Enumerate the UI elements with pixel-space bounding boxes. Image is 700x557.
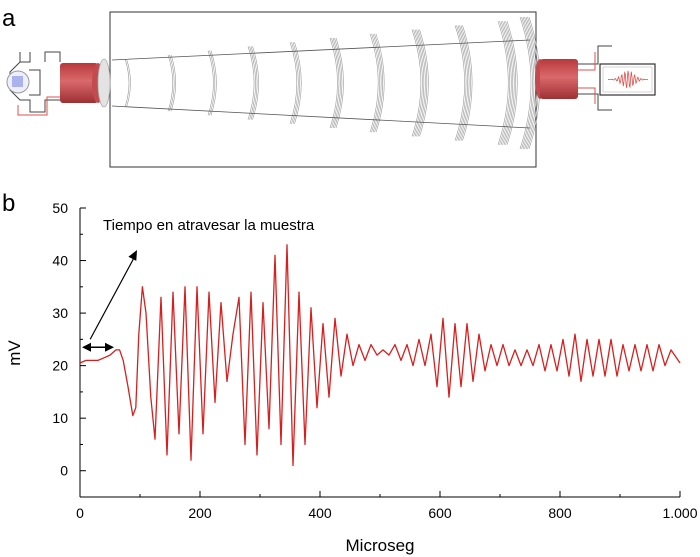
y-ticks: 0 10 20 30 40 50 [52, 200, 86, 479]
wavefront-arc [522, 16, 535, 150]
wavefront-arc [416, 29, 426, 137]
wavefront-arc [124, 58, 130, 108]
emitter-circuit [6, 51, 62, 116]
emitter-transducer [60, 58, 111, 108]
wavefront-arc [519, 16, 532, 150]
panel-a-label: a [2, 5, 16, 32]
wavefront-arc [372, 33, 382, 133]
wavefront-arc [502, 21, 514, 145]
wavefronts [124, 16, 541, 150]
transit-time-annotation: Tiempo en atravesar la muestra [82, 217, 315, 352]
schematic-diagram [6, 11, 656, 168]
pointer-arrow [89, 255, 136, 340]
wavefront-arc [503, 21, 515, 145]
wavefront-arc [210, 50, 217, 116]
wavefront-arc [169, 54, 175, 112]
wavefront-arc [521, 16, 533, 150]
transit-span-arrowhead-left [82, 342, 91, 352]
annotation-text: Tiempo en atravesar la muestra [103, 217, 315, 234]
y-tick-label: 20 [52, 358, 68, 374]
x-tick-label: 600 [428, 505, 452, 521]
wavefront-arc [411, 29, 422, 137]
x-tick-label: 800 [548, 505, 572, 521]
wavefront-arc [292, 42, 301, 124]
wavefront-arc [419, 29, 429, 137]
wavefront-arc [126, 58, 131, 108]
wavefront-arc [249, 46, 256, 120]
wavefront-arc [291, 42, 299, 124]
wavefront-arc [331, 37, 340, 129]
y-tick-label: 0 [60, 463, 68, 479]
receiver-circuit [578, 45, 656, 111]
wavefront-arc [456, 25, 467, 141]
wavefront-arc [332, 37, 341, 129]
wavefront-arc [505, 21, 517, 145]
wavefront-arc [335, 37, 344, 129]
wavefront-arc [462, 25, 473, 141]
receiver-transducer [535, 59, 578, 99]
beam-edges [111, 39, 531, 129]
wavefront-arc [500, 21, 512, 145]
x-tick-label: 0 [76, 505, 84, 521]
signal-line [79, 244, 681, 467]
wavefront-arc [413, 29, 423, 137]
wavefront-arc [375, 33, 385, 133]
wavefront-arc [369, 33, 379, 133]
wavefront-arc [457, 25, 468, 141]
wavefront-arc [209, 50, 216, 116]
y-tick-label: 50 [52, 200, 68, 216]
pointer-arrowhead [128, 250, 137, 261]
wavefront-arc [374, 33, 383, 133]
wavefront-arc [170, 54, 176, 112]
panel-b-label: b [2, 190, 15, 217]
wavefront-arc [294, 42, 302, 124]
wavefront-arc [371, 33, 380, 133]
wavefront-arc [497, 21, 509, 145]
x-tick-label: 1.000 [662, 505, 697, 521]
wavefront-arc [459, 25, 470, 141]
y-tick-label: 40 [52, 253, 68, 269]
wavefront-arc [454, 25, 465, 141]
wavefront-arc [334, 37, 343, 129]
wavefront-arc [329, 37, 338, 129]
transit-span-arrowhead-right [105, 342, 114, 352]
x-ticks: 0 200 400 600 800 1.000 [76, 491, 698, 521]
wavefront-arc [460, 25, 471, 141]
x-axis-title: Microseg [346, 536, 415, 555]
wavefront-arc [499, 21, 511, 145]
wavefront-arc [289, 42, 298, 124]
y-axis-title: mV [5, 340, 24, 366]
x-tick-label: 400 [308, 505, 332, 521]
wavefront-arc [207, 50, 214, 116]
wavefront-arc [167, 54, 173, 112]
wavefront-arc [506, 21, 518, 145]
emitter-square-icon [12, 76, 23, 87]
wavefront-arc [247, 46, 255, 120]
wavefront-arc [417, 29, 428, 137]
signal-chart: 0 200 400 600 800 1.000 0 10 20 30 40 50 Tiempo en… [5, 200, 698, 555]
x-tick-label: 200 [188, 505, 212, 521]
wavefront-arc [414, 29, 425, 137]
y-tick-label: 30 [52, 305, 68, 321]
y-tick-label: 10 [52, 410, 68, 426]
